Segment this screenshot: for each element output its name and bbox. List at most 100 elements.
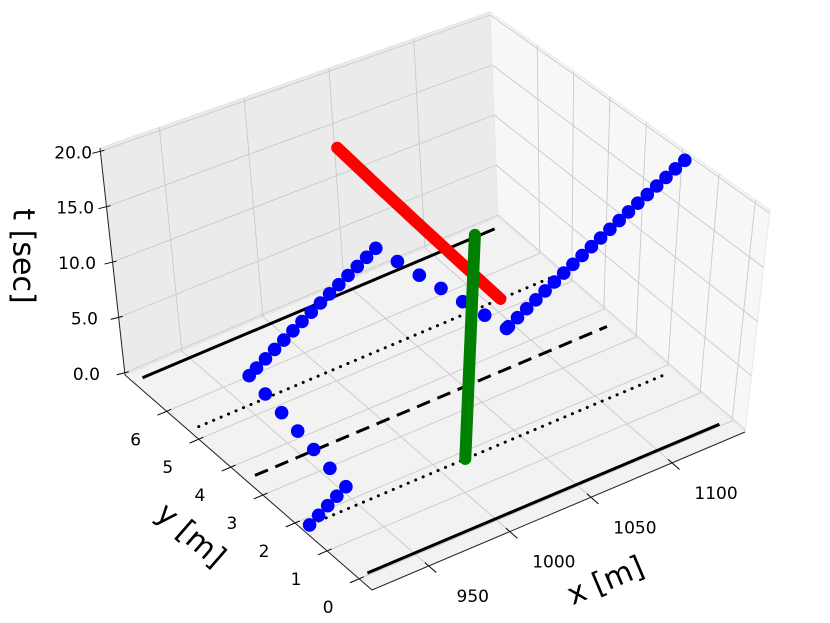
grid-line (181, 350, 430, 567)
lane-line (366, 422, 720, 575)
grid-line (493, 114, 758, 322)
trajectory-point (593, 231, 608, 245)
trajectory-point (519, 301, 534, 316)
x-tick (586, 493, 599, 505)
x-tick-label: 1050 (613, 518, 656, 538)
trajectory-point (359, 250, 374, 265)
trajectory-point (304, 305, 319, 320)
y-tick-label: 3 (227, 514, 238, 534)
trajectory-point (612, 213, 626, 228)
z-tick (98, 205, 111, 210)
x-tick (424, 562, 437, 573)
trajectory-point (311, 508, 326, 523)
grid-line (497, 214, 746, 431)
trajectory-point (547, 275, 562, 289)
trajectory-point (369, 241, 383, 256)
trajectory-point (258, 387, 273, 401)
z-tick-label: 5.0 (71, 309, 98, 329)
grid-line (495, 164, 752, 377)
x-tick (505, 527, 518, 539)
x-tick (667, 459, 680, 470)
trajectory-point (501, 319, 516, 334)
trajectory-point (529, 293, 543, 307)
y-axis-label: y [m] (149, 496, 232, 575)
trajectory-point (323, 461, 337, 476)
grid-line (294, 364, 669, 524)
trajectory-point (412, 268, 427, 283)
trajectory-point (434, 281, 448, 296)
trajectory-point (258, 352, 273, 366)
y-tick-label: 2 (259, 542, 270, 562)
trajectory-point (313, 296, 328, 310)
y-tick-label: 5 (162, 458, 173, 478)
trajectory-point (510, 310, 525, 325)
trajectory-point (678, 153, 692, 168)
grid-line (106, 64, 493, 208)
plot-area (141, 141, 720, 575)
trajectory-point (659, 170, 673, 185)
x-tick-label: 950 (457, 587, 489, 607)
trajectory-point (341, 268, 355, 283)
trajectory-point (649, 179, 664, 193)
y-tick (189, 436, 204, 444)
trajectory-point (584, 239, 599, 254)
trajectory-point (390, 254, 405, 269)
trajectory-point (302, 518, 317, 532)
trajectory-point (306, 442, 321, 457)
y-tick-label: 6 (130, 430, 141, 450)
z-tick (104, 260, 117, 265)
trajectory-point (290, 424, 305, 438)
trajectory-point (640, 187, 655, 202)
lane-line (309, 373, 665, 526)
lane-line (254, 325, 608, 477)
z-tick-label: 0.0 (73, 365, 100, 385)
z-tick (110, 315, 123, 320)
trajectory-point (566, 257, 580, 272)
trajectory-point (274, 405, 289, 420)
trajectory-point (339, 479, 353, 494)
y-tick-label: 1 (291, 570, 302, 590)
y-tick-label: 0 (323, 598, 334, 618)
z-axis-label: t [sec] (6, 208, 41, 303)
grid-line (424, 247, 673, 464)
trajectory-point (267, 342, 282, 357)
trajectory-point (249, 361, 264, 375)
grid-line (731, 199, 756, 421)
trajectory-point (295, 314, 309, 329)
trajectory-point (277, 333, 291, 347)
lane-line (197, 276, 553, 429)
x-tick-label: 1100 (694, 484, 737, 504)
trajectory-point (668, 162, 683, 176)
trajectory-point (320, 498, 335, 513)
z-tick-label: 20.0 (54, 143, 92, 163)
grid-line (243, 97, 264, 317)
z-tick (116, 371, 129, 376)
z-tick-label: 15.0 (56, 199, 94, 219)
grid-line (326, 392, 701, 552)
grid-line (230, 308, 605, 468)
trajectory-point (286, 324, 300, 338)
grid-line (328, 68, 345, 283)
y-tick-label: 4 (194, 486, 205, 506)
trajectory-line (459, 228, 481, 465)
y-tick (317, 548, 332, 556)
x-axis-line (371, 431, 746, 591)
trajectory-point (621, 205, 636, 219)
trajectory-point (330, 489, 344, 504)
grid-line (158, 127, 183, 352)
grid-line (413, 38, 426, 248)
grid-line (198, 280, 572, 440)
y-tick (221, 464, 236, 472)
y-tick (157, 408, 172, 416)
trajectory-point (575, 248, 589, 263)
z-tick (92, 149, 105, 154)
grid-line (489, 14, 770, 214)
z-tick-label: 10.0 (58, 254, 96, 274)
grid-line (491, 64, 764, 268)
trajectory-point (332, 277, 346, 292)
trajectory-point (350, 259, 365, 274)
trajectory-point (631, 196, 645, 210)
trajectory-point (603, 222, 617, 237)
